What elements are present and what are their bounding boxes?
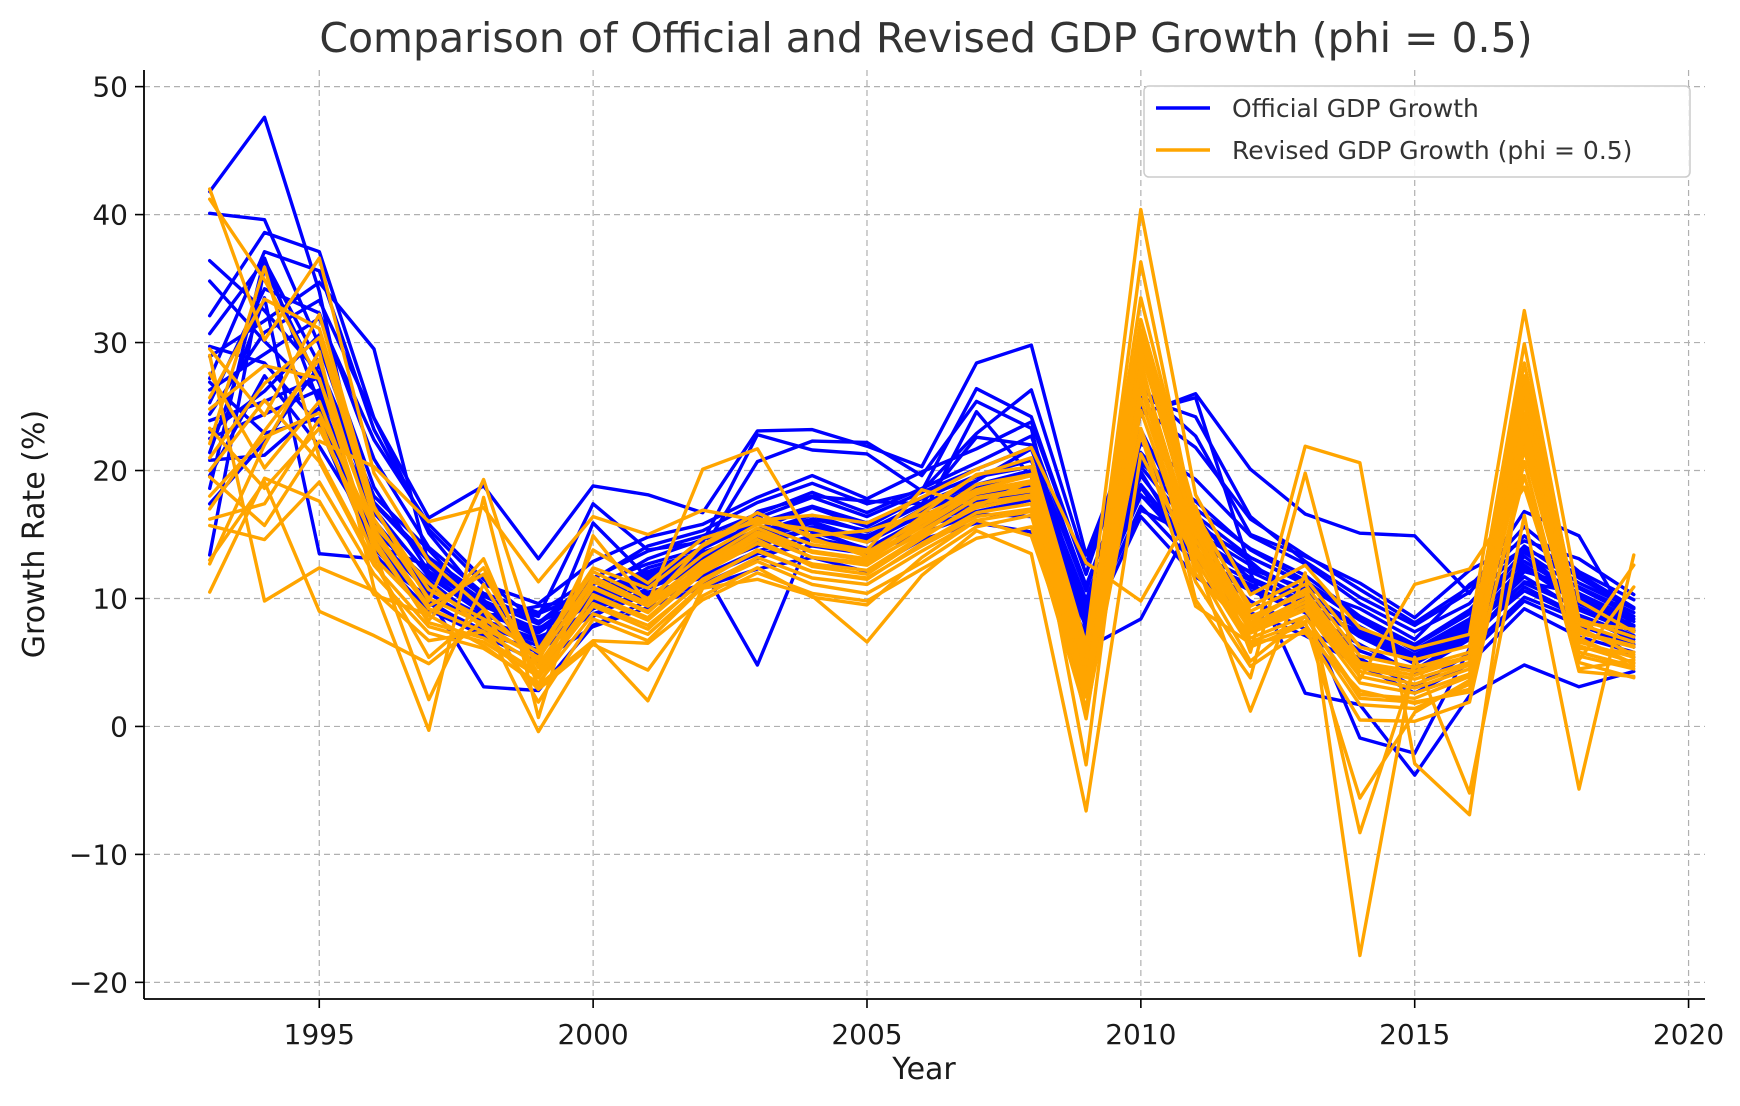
revised-gdp-line bbox=[207, 365, 1636, 690]
legend-label-official: Official GDP Growth bbox=[1232, 94, 1479, 123]
revised-gdp-line bbox=[207, 328, 1636, 674]
x-tick-label: 2010 bbox=[1105, 1018, 1176, 1051]
y-tick-label: −20 bbox=[69, 966, 128, 999]
chart-title: Comparison of Official and Revised GDP G… bbox=[319, 14, 1532, 62]
revised-gdp-line bbox=[207, 452, 1636, 958]
y-tick-label: 30 bbox=[92, 327, 128, 360]
official-gdp-line bbox=[207, 230, 1636, 633]
x-tick-label: 1995 bbox=[284, 1018, 355, 1051]
y-tick-label: 50 bbox=[92, 71, 128, 104]
x-axis-label: Year bbox=[891, 1052, 956, 1087]
y-tick-label: 0 bbox=[110, 710, 128, 743]
legend: Official GDP Growth Revised GDP Growth (… bbox=[1143, 85, 1691, 178]
revised-gdp-line bbox=[207, 335, 1636, 835]
x-tick-label: 2020 bbox=[1653, 1018, 1724, 1051]
revised-gdp-line bbox=[207, 187, 1636, 663]
revised-gdp-line bbox=[207, 297, 1636, 670]
y-tick-label: 10 bbox=[92, 582, 128, 615]
x-tick-label: 2015 bbox=[1379, 1018, 1450, 1051]
series-lines bbox=[207, 115, 1636, 958]
y-tick-label: −10 bbox=[69, 838, 128, 871]
axes-frame bbox=[143, 70, 1705, 1000]
revised-gdp-line bbox=[207, 349, 1636, 681]
y-tick-label: 40 bbox=[92, 199, 128, 232]
revised-gdp-line bbox=[207, 349, 1636, 732]
revised-gdp-line bbox=[207, 358, 1636, 695]
tick-marks: 1995 2000 2005 2010 2015 2020 −20 −10 0 10 20 30 40 5… bbox=[69, 71, 1724, 1051]
revised-gdp-line bbox=[207, 397, 1636, 711]
y-tick-label: 20 bbox=[92, 455, 128, 488]
revised-gdp-line bbox=[207, 386, 1636, 700]
revised-gdp-series-group bbox=[207, 187, 1636, 958]
x-tick-label: 2005 bbox=[831, 1018, 902, 1051]
legend-label-revised: Revised GDP Growth (phi = 0.5) bbox=[1232, 136, 1632, 165]
official-gdp-line bbox=[207, 388, 1636, 657]
y-axis-label: Growth Rate (%) bbox=[17, 410, 52, 658]
official-gdp-line bbox=[207, 298, 1636, 657]
x-tick-label: 2000 bbox=[557, 1018, 628, 1051]
legend-box bbox=[1143, 85, 1691, 178]
official-gdp-line bbox=[207, 249, 1636, 625]
